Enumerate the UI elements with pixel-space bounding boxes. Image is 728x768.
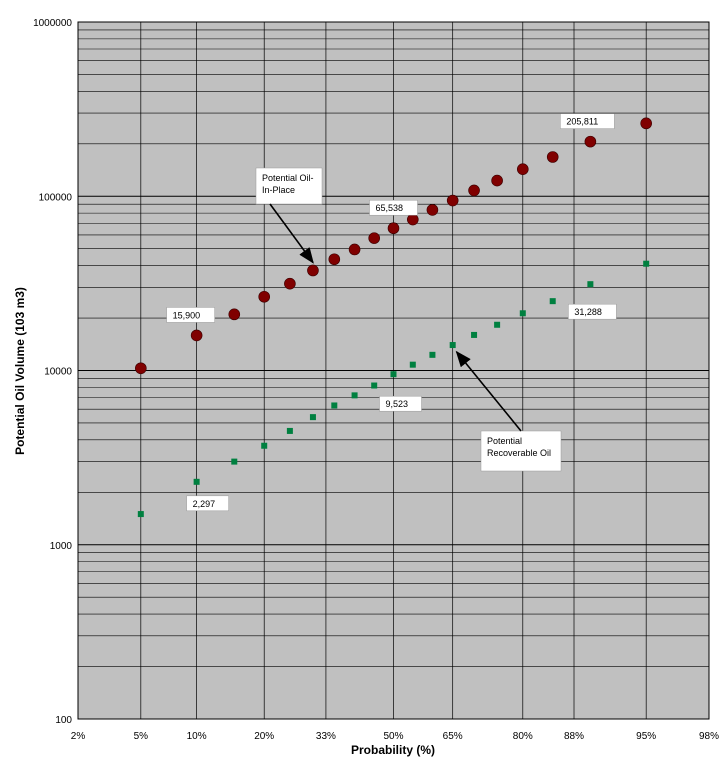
data-point: [449, 342, 456, 349]
data-label-text: 31,288: [574, 307, 602, 317]
data-label-layer: 15,900 65,538 205,811 2,297 9,523 31,288: [166, 113, 617, 512]
data-point: [261, 442, 268, 449]
callout-text: In-Place: [262, 185, 295, 195]
data-point: [286, 427, 293, 434]
x-tick-label: 5%: [134, 731, 149, 742]
x-tick-label: 50%: [383, 731, 403, 742]
data-label: 15,900: [166, 307, 215, 323]
data-point: [643, 260, 650, 267]
data-label: 2,297: [186, 495, 229, 512]
data-point: [331, 402, 338, 409]
data-point: [351, 392, 358, 399]
data-label: 9,523: [379, 395, 422, 412]
y-tick-label: 1000000: [33, 18, 72, 29]
data-point: [284, 277, 296, 290]
series-1: [137, 260, 650, 518]
data-label: 65,538: [369, 199, 418, 216]
x-tick-label: 65%: [443, 731, 463, 742]
x-tick-label: 80%: [513, 731, 533, 742]
data-label-text: 65,538: [376, 203, 404, 213]
data-point: [640, 117, 652, 130]
data-point: [328, 253, 341, 266]
callout-arrow: [455, 350, 522, 432]
data-point: [468, 184, 480, 197]
data-point: [231, 458, 238, 465]
data-point: [471, 331, 478, 338]
data-point: [491, 174, 503, 187]
callout-text: Potential: [487, 436, 522, 446]
x-tick-label: 20%: [254, 731, 274, 742]
data-label-text: 205,811: [566, 117, 598, 127]
data-point: [446, 194, 459, 207]
data-label: 31,288: [568, 303, 617, 320]
data-point: [519, 310, 526, 317]
x-tick-labels: 2% 5% 10% 20% 33% 50% 65% 80% 88% 95% 98%: [71, 731, 719, 742]
data-point: [137, 511, 144, 518]
data-point: [190, 329, 203, 342]
callout: Potential Oil- In-Place: [255, 167, 323, 264]
data-label-text: 15,900: [173, 310, 201, 320]
data-point: [387, 222, 400, 235]
data-point: [584, 135, 597, 148]
data-point: [348, 243, 361, 256]
data-point: [426, 204, 439, 216]
callout-text: Potential Oil-: [262, 173, 314, 183]
callout-layer: Potential Oil- In-Place Potential Recoverab…: [255, 167, 562, 472]
callout-arrow: [269, 203, 314, 264]
x-tick-label: 88%: [564, 731, 584, 742]
y-tick-label: 100000: [39, 192, 73, 203]
data-point: [549, 298, 556, 305]
data-point: [368, 232, 380, 244]
data-point: [307, 264, 319, 277]
data-label-text: 2,297: [193, 499, 216, 509]
x-tick-label: 33%: [316, 731, 336, 742]
y-tick-label: 10000: [44, 367, 72, 378]
y-tick-label: 100: [55, 715, 72, 726]
y-axis-title: Potential Oil Volume (103 m3): [13, 287, 27, 455]
x-tick-label: 10%: [187, 731, 207, 742]
data-point: [407, 213, 419, 226]
series-layer: [135, 117, 652, 518]
series-0: [135, 117, 652, 375]
data-point: [135, 362, 147, 375]
x-tick-label: 2%: [71, 731, 86, 742]
data-point: [587, 281, 594, 288]
data-point: [429, 351, 436, 358]
data-point: [494, 321, 501, 328]
x-tick-label: 98%: [699, 731, 719, 742]
data-point: [390, 371, 397, 378]
x-axis-title: Probability (%): [351, 743, 435, 757]
y-tick-label: 1000: [50, 541, 73, 552]
data-label-text: 9,523: [386, 399, 409, 409]
data-point: [258, 290, 271, 303]
data-point: [228, 308, 241, 321]
data-point: [546, 151, 559, 163]
data-point: [371, 382, 378, 389]
data-point: [409, 361, 416, 368]
data-point: [516, 163, 529, 175]
y-tick-labels: 100 1000 10000 100000 1000000: [33, 18, 72, 726]
x-tick-label: 95%: [636, 731, 656, 742]
data-point: [193, 478, 200, 485]
callout: Potential Recoverable Oil: [455, 350, 562, 472]
data-point: [309, 414, 316, 421]
data-label: 205,811: [560, 113, 615, 129]
callout-text: Recoverable Oil: [487, 448, 551, 458]
plot-border: [77, 21, 710, 720]
